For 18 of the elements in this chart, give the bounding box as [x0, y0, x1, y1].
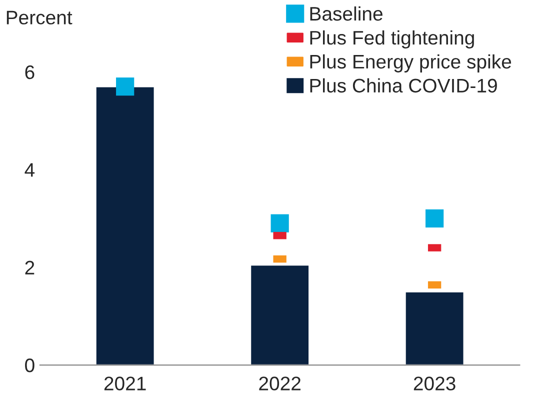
bar	[250, 264, 310, 366]
point	[426, 209, 444, 228]
bar	[94, 86, 156, 366]
x-tick-label: 2023	[414, 376, 456, 390]
y-tick-label: 0	[25, 358, 34, 372]
x-tick-label: 2021	[104, 376, 146, 390]
point	[116, 78, 134, 96]
legend-label: Plus Energy price spike	[310, 54, 512, 72]
y-axis-title: Percent	[6, 10, 72, 24]
legend-label: Plus Fed tightening	[310, 30, 474, 48]
legend-label: Plus China COVID-19	[310, 78, 497, 93]
y-tick-label: 4	[24, 163, 35, 177]
x-tick-label: 2022	[259, 376, 300, 390]
legend-label: Baseline	[310, 6, 382, 21]
y-tick-label: 6	[25, 65, 34, 80]
bar	[404, 291, 465, 366]
point	[270, 214, 289, 232]
y-tick-label: 2	[25, 260, 34, 274]
